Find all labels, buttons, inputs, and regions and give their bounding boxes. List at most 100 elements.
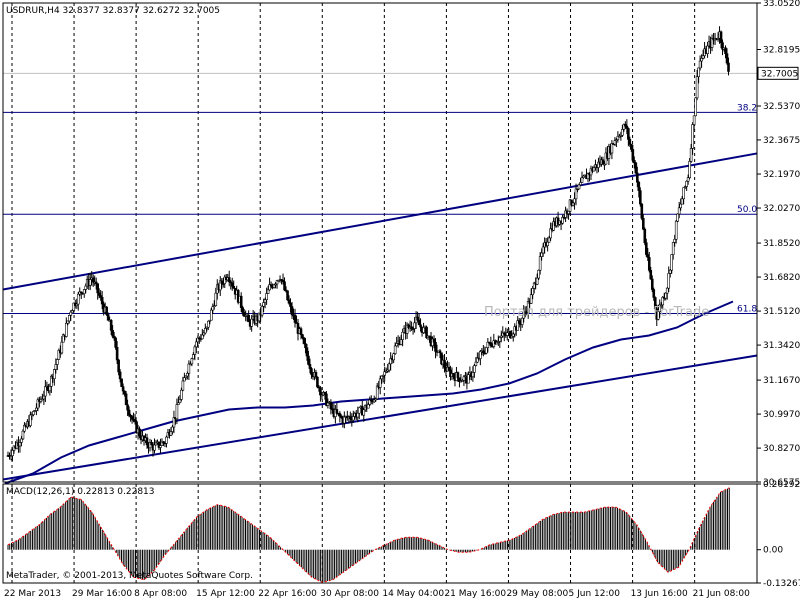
candle-body [275,280,279,285]
y-tick-label: 32.0270 [763,204,800,214]
candle-body [579,182,582,186]
candle-body [452,373,455,377]
candle-body [537,269,540,279]
candle-body [130,416,134,420]
candle-body [335,409,339,414]
candle-body [725,53,729,64]
candle-body [416,316,419,321]
candle-body [60,341,64,354]
candle-body [419,324,422,328]
candle-body [399,339,403,345]
candle-body [652,289,656,298]
candle-body [202,332,206,336]
candle-body [314,372,318,378]
x-tick-label: 29 Mar 16:00 [72,589,132,599]
candle-body [178,399,182,404]
candle-body [592,167,596,172]
candle-body [187,363,191,374]
macd-y-tick-label: -0.13267 [763,579,800,589]
y-tick-label: 31.6820 [763,273,800,283]
candle-body [694,97,697,117]
macd-y-tick-label: 0.26192 [763,480,800,490]
candle-body [571,202,575,206]
candle-body [357,407,361,414]
candle-body [42,395,46,400]
candle-body [529,294,533,304]
candle-body [362,409,366,416]
candle-body [462,376,466,381]
candle-body [434,341,437,352]
candle-body [76,293,80,305]
candle-body [290,306,294,316]
candle-body [209,309,213,321]
chart-header: USDRUR,H4 32.8377 32.8377 32.6272 32.700… [6,6,220,16]
y-tick-label: 31.1670 [763,376,800,386]
candle-body [613,140,617,145]
candle-body [393,345,397,354]
candle-body [668,269,672,274]
candle-body [208,319,212,322]
candle-body [670,254,674,271]
candle-body [153,444,156,451]
x-tick-label: 30 Apr 08:00 [320,589,379,599]
candle-body [169,431,173,436]
macd-header: MACD(12,26,1) 0.22813 0.22813 [6,487,155,497]
y-tick-label: 30.9970 [763,410,800,420]
macd-y-tick-label: 0.00 [763,546,783,556]
candle-body [636,172,639,183]
candle-body [124,393,128,406]
candle-body [438,350,442,354]
candle-body [232,286,236,289]
candle-body [646,254,650,258]
candle-body [378,378,382,388]
candle-body [610,143,614,154]
candle-body [48,386,52,392]
candle-body [413,322,416,329]
candle-body [549,228,552,239]
candle-body [195,341,198,348]
candle-body [56,359,59,365]
candle-body [171,426,174,432]
candle-body [316,376,319,388]
candle-body [175,404,179,420]
y-tick-label: 32.5370 [763,102,800,112]
y-tick-label: 30.6575 [763,478,800,488]
candle-body [23,424,26,432]
candle-body [531,288,534,295]
candle-body [201,334,204,340]
candle-body [192,354,195,360]
x-tick-label: 22 Mar 2013 [4,589,61,599]
candle-body [639,190,642,205]
candle-body [405,324,409,334]
candle-body [247,314,250,323]
candle-body [540,252,543,257]
candle-body [207,320,210,328]
candle-body [32,411,35,416]
y-tick-label: 30.8270 [763,444,800,454]
candle-body [262,302,265,307]
candle-body [286,290,289,301]
candle-body [66,320,70,324]
candle-body [375,385,379,400]
candle-body [517,320,521,324]
x-tick-label: 21 May 16:00 [444,589,506,599]
candle-body [97,292,101,296]
candle-body [567,211,570,214]
candle-body [329,401,333,410]
candle-body [473,365,476,373]
candle-body [628,139,632,145]
candle-body [474,361,478,366]
candle-body [637,181,641,191]
candle-body [679,203,682,209]
candle-body [627,128,630,140]
candle-body [701,55,705,59]
y-tick-label: 31.5120 [763,307,800,317]
candle-body [432,338,436,343]
candle-body [343,416,346,424]
candle-body [145,437,149,446]
candle-body [688,161,691,178]
candle-body [676,213,679,222]
candle-body [383,371,386,376]
